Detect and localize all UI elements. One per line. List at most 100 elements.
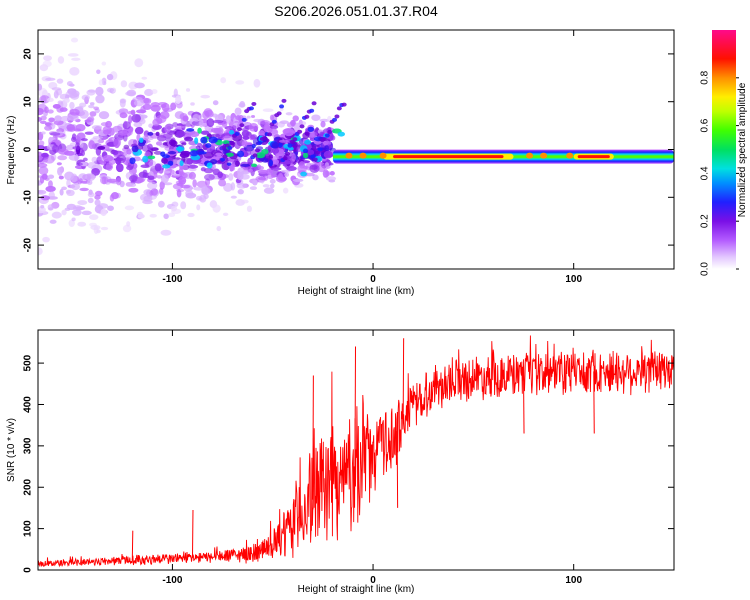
spectral-blob [71, 217, 76, 222]
spectral-blob [148, 123, 153, 128]
spectral-blob [210, 127, 220, 133]
spectral-blob [292, 115, 299, 122]
spectral-peak [194, 137, 199, 145]
spectral-peak [205, 143, 212, 149]
spectral-blob [297, 164, 308, 173]
spectral-blob [79, 109, 89, 119]
spectral-blob [263, 123, 271, 132]
spectral-blob [38, 206, 46, 214]
spectral-blob [80, 138, 88, 142]
spectral-peak [277, 142, 283, 148]
spectral-blob [97, 203, 109, 209]
snr-spike [131, 530, 134, 561]
spectral-blob [307, 149, 315, 156]
spectral-blob [75, 142, 81, 151]
spectral-peak [197, 127, 202, 134]
spectral-blob [247, 157, 254, 166]
spectral-blob [235, 80, 245, 85]
spectral-blob [249, 186, 257, 191]
spectral-blob [222, 135, 234, 142]
snr-spike [402, 338, 405, 422]
spectral-blob [266, 174, 274, 180]
spectral-blob [152, 118, 160, 127]
spectral-blob [148, 161, 154, 167]
spectral-blob [167, 212, 176, 218]
x-tick-label: 100 [565, 575, 582, 586]
spectral-blob [78, 178, 83, 183]
spectral-blob [262, 184, 270, 188]
spectral-blob [185, 192, 197, 199]
x-tick-label: 0 [370, 274, 376, 285]
spectral-blob [91, 168, 100, 176]
spectral-blob [71, 209, 82, 216]
spectral-blob [164, 124, 171, 134]
spectral-blob [283, 128, 295, 137]
spectral-blob [100, 208, 107, 217]
spectral-peak [139, 137, 144, 143]
spectral-blob [212, 119, 224, 124]
spectral-blob [106, 87, 115, 93]
spectral-blob [206, 147, 212, 155]
spectral-peak [209, 158, 218, 165]
spectral-blob [42, 236, 50, 243]
spectral-blob [257, 177, 266, 181]
spectral-blob [212, 168, 220, 176]
spectral-blob [215, 125, 225, 129]
spectral-blob [128, 182, 137, 188]
spectral-blob [118, 129, 129, 136]
spectral-blob [151, 89, 158, 94]
spectral-blob [155, 131, 160, 137]
spectral-peak [261, 148, 269, 155]
spectral-blob [51, 211, 62, 219]
spectral-blob [160, 174, 169, 183]
spectral-blob [113, 138, 122, 147]
spectral-streak [234, 131, 240, 136]
spectral-blob [68, 219, 75, 227]
spectral-blob [69, 108, 80, 116]
spectral-blob [291, 145, 298, 153]
spectral-streak [257, 140, 263, 145]
spectral-blob [45, 185, 56, 193]
spectral-blob [160, 229, 172, 236]
spectral-streak [276, 111, 282, 116]
spectral-streak [292, 137, 298, 142]
spectral-blob [230, 195, 237, 199]
spectral-blob [149, 190, 154, 196]
snr-line [38, 335, 674, 568]
spectral-blob [163, 182, 173, 186]
spectral-blob [71, 57, 81, 61]
spectral-blob [206, 118, 215, 128]
spectral-blob [238, 102, 246, 108]
spectral-blob [70, 37, 79, 43]
spectral-blob [94, 199, 101, 206]
spectral-streak [311, 101, 317, 106]
spectral-peak [142, 155, 149, 163]
spectral-blob [40, 195, 51, 201]
spectral-blob [95, 94, 105, 104]
spectral-blob [228, 173, 234, 181]
spectral-blob [55, 141, 60, 146]
spectral-blob [88, 104, 95, 109]
y-tick-label: 0 [23, 567, 34, 573]
spectral-blob [158, 187, 164, 195]
spectral-blob [126, 165, 134, 171]
spectral-blob [279, 120, 289, 125]
spectral-blob [204, 109, 214, 118]
spectral-blob [84, 131, 94, 135]
spectral-blob [242, 141, 253, 146]
spectral-blob [234, 107, 242, 116]
spectral-blob [47, 204, 54, 211]
spectral-blob [71, 136, 77, 143]
spectral-blob [58, 175, 64, 180]
y-tick-label: 100 [23, 520, 34, 537]
spectral-blob [95, 190, 103, 197]
spectral-streak [281, 98, 287, 103]
spectral-blob [263, 187, 275, 194]
spectral-peak [268, 159, 274, 167]
spectral-blob [69, 101, 75, 110]
spectral-blob [96, 69, 101, 75]
spectral-blob [81, 94, 90, 101]
spectral-blob [176, 130, 186, 137]
spectrogram-plot [38, 37, 674, 256]
spectral-blob [153, 150, 163, 155]
